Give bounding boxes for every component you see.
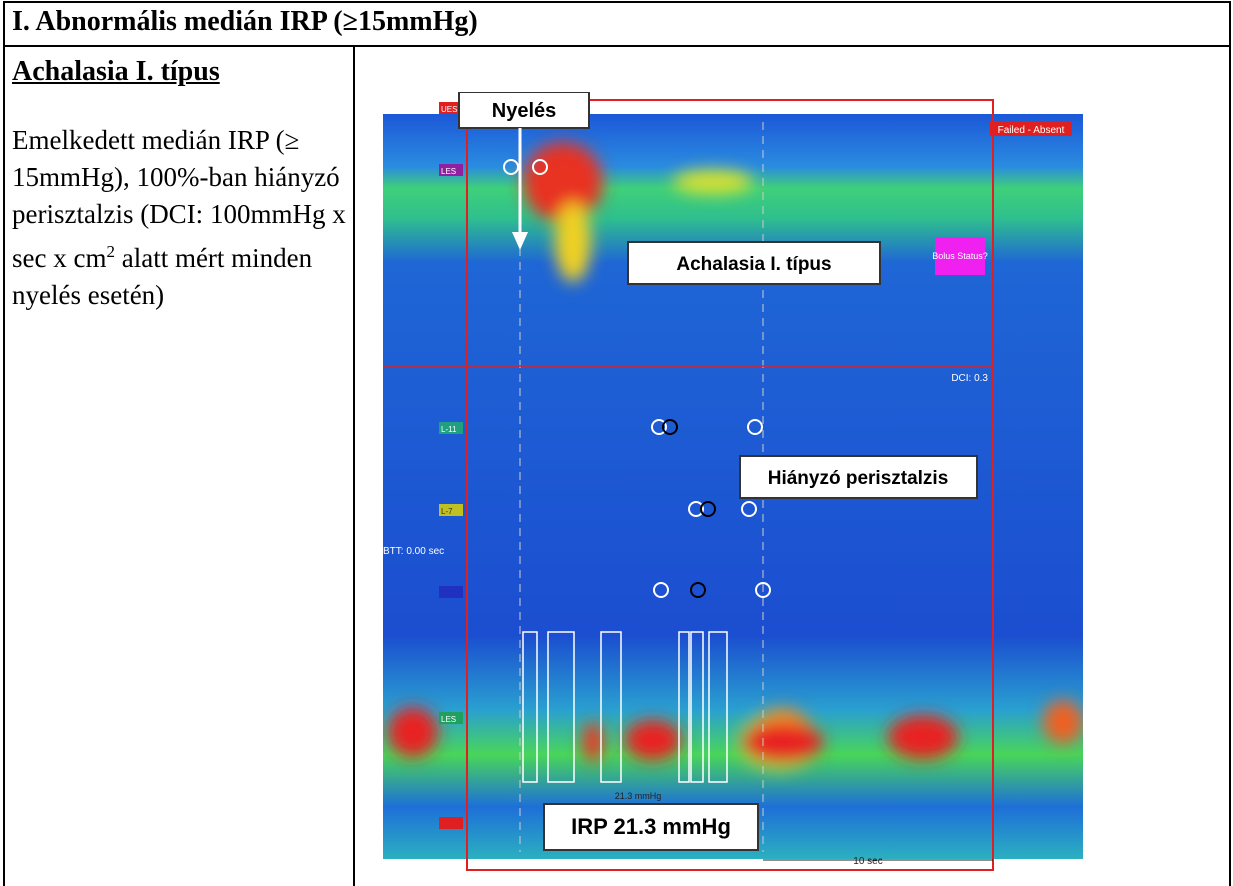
page: I. Abnormális medián IRP (≥15mmHg) Achal… (0, 0, 1233, 886)
marker: L-7 (441, 507, 453, 516)
row-divider (3, 45, 1231, 47)
marker: UES (441, 105, 457, 114)
marker: LES (441, 715, 456, 724)
column-divider (353, 45, 355, 886)
marker: L-11 (441, 425, 457, 434)
table-title: I. Abnormális medián IRP (≥15mmHg) (12, 6, 478, 38)
annotation: Nyelés (492, 100, 557, 122)
irp-value: 21.3 mmHg (615, 791, 662, 801)
annotation: IRP 21.3 mmHg (571, 814, 731, 839)
time-scale: 10 sec (853, 856, 882, 867)
marker: LES (441, 167, 456, 176)
dci: DCI: 0.3 (951, 373, 988, 384)
bolus-status: Bolus Status? (932, 251, 988, 261)
btt: BTT: 0.00 sec (383, 546, 444, 557)
manometry-image: Failed - Absent Bolus Status? DCI: 0.3 B… (383, 92, 1083, 882)
superscript: 2 (106, 242, 115, 261)
annotation: Achalasia I. típus (676, 254, 831, 275)
status: Failed - Absent (998, 125, 1065, 136)
section-heading: Achalasia I. típus (12, 56, 220, 88)
annotation: Hiányzó perisztalzis (768, 468, 949, 489)
description: Emelkedett medián IRP (≥ 15mmHg), 100%-b… (12, 122, 347, 314)
